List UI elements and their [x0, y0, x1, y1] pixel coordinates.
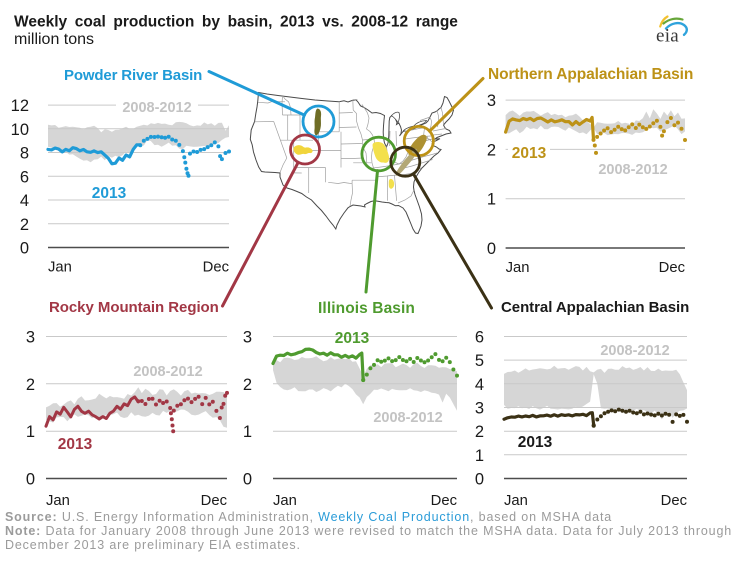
svg-text:12: 12	[11, 97, 29, 115]
svg-text:million tons: million tons	[14, 31, 94, 48]
svg-text:0: 0	[20, 240, 29, 258]
svg-text:2008-2012: 2008-2012	[373, 410, 442, 426]
svg-text:2008-2012: 2008-2012	[133, 364, 202, 380]
svg-text:0: 0	[243, 471, 252, 489]
svg-text:Jan: Jan	[273, 493, 297, 509]
svg-text:1: 1	[26, 423, 35, 441]
svg-text:2013: 2013	[335, 330, 370, 347]
svg-text:Rocky Mountain Region: Rocky Mountain Region	[49, 299, 219, 316]
svg-text:2: 2	[487, 141, 496, 159]
svg-text:6: 6	[20, 168, 29, 186]
svg-text:3: 3	[243, 329, 252, 347]
svg-text:0: 0	[475, 471, 484, 489]
svg-text:Illinois Basin: Illinois Basin	[318, 300, 415, 317]
svg-text:3: 3	[487, 92, 496, 110]
svg-text:December 2013 are preliminary: December 2013 are preliminary EIA estima…	[5, 538, 301, 552]
svg-text:2008-2012: 2008-2012	[598, 162, 667, 178]
svg-text:Dec: Dec	[203, 260, 230, 276]
svg-text:Northern Appalachian Basin: Northern Appalachian Basin	[488, 66, 693, 83]
svg-text:Central Appalachian Basin: Central Appalachian Basin	[501, 299, 689, 316]
svg-text:eia: eia	[656, 26, 679, 47]
svg-text:Jan: Jan	[46, 493, 70, 509]
svg-text:Jan: Jan	[48, 260, 72, 276]
svg-text:Dec: Dec	[661, 493, 688, 509]
svg-text:Jan: Jan	[506, 260, 530, 276]
svg-text:1: 1	[475, 447, 484, 465]
svg-text:3: 3	[26, 329, 35, 347]
svg-text:2008-2012: 2008-2012	[600, 343, 669, 359]
svg-text:4: 4	[20, 192, 29, 210]
svg-text:6: 6	[475, 329, 484, 347]
svg-text:2: 2	[475, 423, 484, 441]
svg-text:0: 0	[26, 471, 35, 489]
svg-text:5: 5	[475, 352, 484, 370]
svg-text:Jan: Jan	[504, 493, 528, 509]
svg-text:Powder River Basin: Powder River Basin	[64, 67, 202, 84]
svg-text:Source: U.S. Energy Informatio: Source: U.S. Energy Information Administ…	[5, 510, 612, 524]
svg-text:3: 3	[475, 400, 484, 418]
svg-text:Dec: Dec	[659, 260, 686, 276]
svg-text:Weekly coal production by basi: Weekly coal production by basin, 2013 vs…	[14, 14, 458, 31]
svg-text:1: 1	[243, 423, 252, 441]
svg-text:Dec: Dec	[201, 493, 228, 509]
svg-text:8: 8	[20, 145, 29, 163]
svg-text:0: 0	[487, 240, 496, 258]
svg-text:4: 4	[475, 376, 484, 394]
svg-text:2: 2	[26, 376, 35, 394]
svg-text:2013: 2013	[58, 436, 93, 453]
svg-text:1: 1	[487, 191, 496, 209]
svg-text:2: 2	[20, 216, 29, 234]
svg-text:2: 2	[243, 376, 252, 394]
svg-text:Note: Data for January 2008 th: Note: Data for January 2008 through June…	[5, 524, 732, 538]
svg-text:2013: 2013	[92, 185, 127, 202]
svg-text:2013: 2013	[512, 145, 547, 162]
svg-text:10: 10	[11, 121, 29, 139]
svg-text:2013: 2013	[518, 434, 553, 451]
svg-text:Dec: Dec	[431, 493, 458, 509]
svg-text:2008-2012: 2008-2012	[122, 100, 191, 116]
